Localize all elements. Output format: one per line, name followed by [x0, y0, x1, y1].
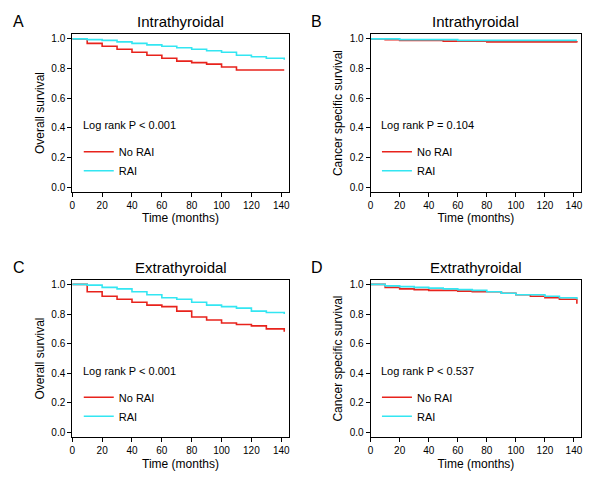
svg-text:40: 40: [423, 445, 435, 456]
svg-text:RAI: RAI: [119, 165, 137, 177]
svg-text:Time (months): Time (months): [142, 211, 219, 225]
svg-text:No RAI: No RAI: [417, 146, 452, 158]
svg-text:RAI: RAI: [417, 165, 435, 177]
svg-text:Intrathyroidal: Intrathyroidal: [137, 13, 224, 30]
svg-text:120: 120: [243, 445, 260, 456]
svg-text:140: 140: [273, 445, 290, 456]
svg-text:0.8: 0.8: [51, 309, 65, 320]
svg-text:Time (months): Time (months): [142, 457, 219, 471]
svg-text:100: 100: [213, 445, 230, 456]
svg-text:0.8: 0.8: [350, 63, 364, 74]
svg-text:0: 0: [368, 200, 374, 211]
svg-text:B: B: [311, 13, 322, 30]
svg-text:No RAI: No RAI: [119, 392, 154, 404]
svg-text:40: 40: [423, 200, 435, 211]
svg-text:20: 20: [97, 445, 109, 456]
svg-text:100: 100: [508, 445, 525, 456]
svg-text:80: 80: [481, 200, 493, 211]
svg-text:RAI: RAI: [417, 411, 435, 423]
svg-text:Log rank P < 0.001: Log rank P < 0.001: [83, 365, 176, 377]
svg-text:60: 60: [156, 200, 168, 211]
svg-text:Time (months): Time (months): [437, 457, 514, 471]
svg-text:80: 80: [481, 445, 493, 456]
svg-text:20: 20: [394, 445, 406, 456]
svg-text:0.6: 0.6: [51, 338, 65, 349]
svg-text:Cancer specific survival: Cancer specific survival: [331, 295, 345, 421]
svg-text:0.2: 0.2: [51, 397, 65, 408]
svg-text:Extrathyroidal: Extrathyroidal: [430, 259, 522, 276]
svg-text:0.4: 0.4: [350, 368, 364, 379]
svg-text:0.0: 0.0: [51, 182, 65, 193]
svg-text:0.6: 0.6: [51, 93, 65, 104]
svg-text:Log rank P < 0.001: Log rank P < 0.001: [83, 119, 176, 131]
svg-text:120: 120: [537, 445, 554, 456]
svg-text:Log rank P < 0.537: Log rank P < 0.537: [381, 365, 474, 377]
svg-text:20: 20: [97, 200, 109, 211]
svg-text:0.2: 0.2: [350, 152, 364, 163]
svg-text:0.8: 0.8: [51, 63, 65, 74]
svg-text:0: 0: [368, 445, 374, 456]
svg-text:0.0: 0.0: [350, 427, 364, 438]
svg-text:No RAI: No RAI: [119, 146, 154, 158]
svg-text:140: 140: [273, 200, 290, 211]
svg-text:0.2: 0.2: [51, 152, 65, 163]
svg-text:0.2: 0.2: [350, 397, 364, 408]
svg-text:100: 100: [213, 200, 230, 211]
svg-text:120: 120: [243, 200, 260, 211]
svg-text:0.6: 0.6: [350, 338, 364, 349]
svg-text:100: 100: [508, 200, 525, 211]
svg-text:60: 60: [452, 445, 464, 456]
svg-text:No RAI: No RAI: [417, 392, 452, 404]
svg-text:Time (months): Time (months): [437, 211, 514, 225]
svg-text:Cancer specific survival: Cancer specific survival: [331, 50, 345, 176]
svg-text:80: 80: [186, 445, 198, 456]
svg-text:Overall survival: Overall survival: [33, 72, 47, 154]
svg-text:1.0: 1.0: [350, 33, 364, 44]
svg-text:0.0: 0.0: [51, 427, 65, 438]
svg-text:120: 120: [537, 200, 554, 211]
svg-text:RAI: RAI: [119, 411, 137, 423]
svg-text:0.8: 0.8: [350, 309, 364, 320]
svg-text:0: 0: [69, 200, 75, 211]
svg-text:40: 40: [126, 200, 138, 211]
svg-text:0.4: 0.4: [51, 368, 65, 379]
svg-text:80: 80: [186, 200, 198, 211]
svg-text:140: 140: [566, 200, 583, 211]
svg-text:D: D: [311, 259, 323, 276]
svg-text:60: 60: [156, 445, 168, 456]
svg-text:1.0: 1.0: [51, 279, 65, 290]
svg-text:1.0: 1.0: [51, 33, 65, 44]
svg-text:Intrathyroidal: Intrathyroidal: [432, 13, 519, 30]
svg-text:20: 20: [394, 200, 406, 211]
svg-text:60: 60: [452, 200, 464, 211]
svg-text:Overall survival: Overall survival: [33, 318, 47, 400]
svg-text:A: A: [13, 13, 24, 30]
svg-text:0.6: 0.6: [350, 93, 364, 104]
svg-text:0.4: 0.4: [51, 122, 65, 133]
svg-text:0.4: 0.4: [350, 122, 364, 133]
svg-text:Extrathyroidal: Extrathyroidal: [135, 259, 227, 276]
svg-text:Log rank P = 0.104: Log rank P = 0.104: [381, 119, 474, 131]
svg-text:1.0: 1.0: [350, 279, 364, 290]
svg-text:0: 0: [69, 445, 75, 456]
svg-text:140: 140: [566, 445, 583, 456]
svg-text:0.0: 0.0: [350, 182, 364, 193]
svg-text:40: 40: [126, 445, 138, 456]
svg-text:C: C: [13, 259, 25, 276]
